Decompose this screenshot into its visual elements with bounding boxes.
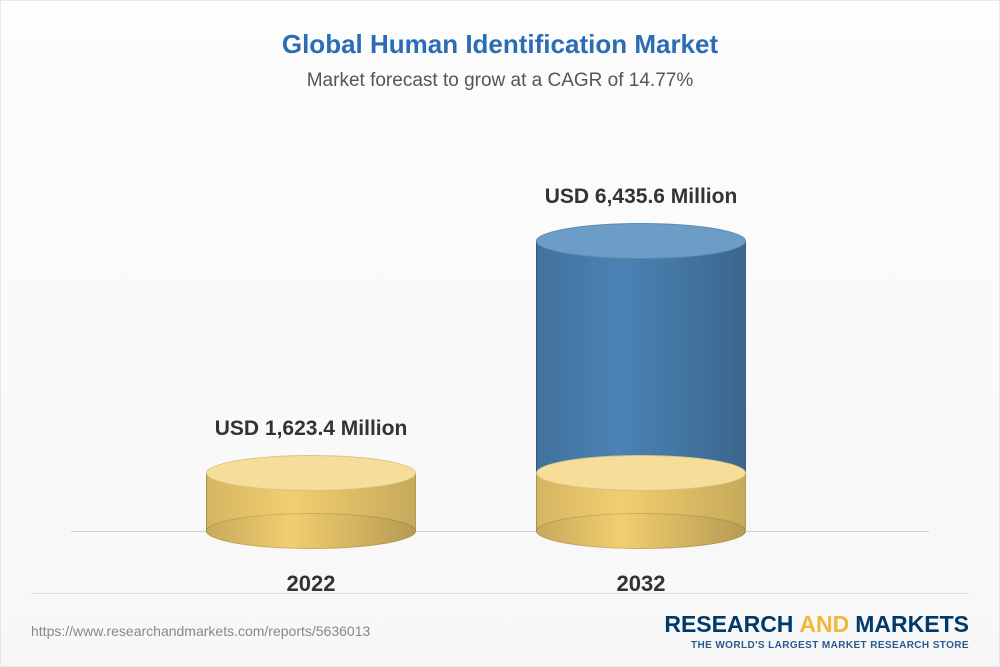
cylinder-bottom-2032 bbox=[536, 513, 746, 549]
chart-title: Global Human Identification Market bbox=[1, 1, 999, 60]
chart-subtitle: Market forecast to grow at a CAGR of 14.… bbox=[1, 70, 999, 92]
source-url: https://www.researchandmarkets.com/repor… bbox=[31, 623, 370, 639]
footer: https://www.researchandmarkets.com/repor… bbox=[1, 596, 999, 666]
cylinder-bottom-2022 bbox=[206, 513, 416, 549]
logo-word-research: RESEARCH bbox=[664, 611, 793, 638]
cylinder-ref-top-2032 bbox=[536, 455, 746, 491]
logo-wordmark: RESEARCH AND MARKETS bbox=[664, 611, 969, 638]
logo-word-markets: MARKETS bbox=[855, 611, 969, 638]
logo-tagline: THE WORLD'S LARGEST MARKET RESEARCH STOR… bbox=[664, 640, 969, 651]
logo: RESEARCH AND MARKETS THE WORLD'S LARGEST… bbox=[664, 611, 969, 651]
baseline bbox=[71, 531, 929, 532]
chart-area: USD 1,623.4 Million 2022 USD 6,435.6 Mil… bbox=[1, 111, 999, 576]
logo-word-and: AND bbox=[799, 611, 849, 638]
cylinder-2022: USD 1,623.4 Million 2022 bbox=[206, 455, 416, 531]
cylinder-2032: USD 6,435.6 Million 2032 bbox=[536, 223, 746, 531]
value-label-2032: USD 6,435.6 Million bbox=[545, 185, 738, 209]
cylinder-top-2022 bbox=[206, 455, 416, 491]
value-label-2022: USD 1,623.4 Million bbox=[215, 417, 408, 441]
footer-divider bbox=[31, 593, 969, 594]
cylinder-top-2032 bbox=[536, 223, 746, 259]
cylinder-body-2032 bbox=[536, 241, 746, 473]
